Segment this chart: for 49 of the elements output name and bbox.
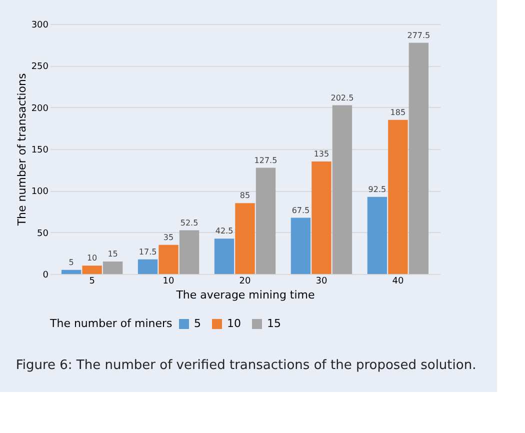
data-label: 185	[390, 108, 406, 117]
x-tick-label: 10	[162, 276, 175, 286]
x-tick-label: 20	[239, 276, 251, 286]
data-label: 135	[314, 150, 330, 158]
legend-label: 5	[194, 317, 201, 330]
data-label: 52.5	[180, 218, 198, 228]
data-label: 85	[240, 191, 250, 200]
y-tick-label: 100	[31, 187, 49, 198]
bar	[214, 238, 234, 274]
bar	[138, 259, 158, 274]
bar	[408, 42, 429, 274]
data-label: 67.5	[292, 206, 310, 215]
y-tick-label: 200	[31, 104, 49, 114]
bar	[179, 230, 200, 274]
legend-title: The number of miners	[49, 317, 173, 330]
x-tick-label: 30	[316, 276, 328, 286]
data-label: 15	[108, 250, 118, 258]
data-label: 17.5	[138, 247, 157, 256]
bar	[332, 105, 352, 274]
y-tick-label: 50	[37, 228, 49, 239]
data-label: 42.5	[215, 226, 234, 236]
legend-label: 10	[227, 317, 241, 330]
x-axis-title: The average mining time	[175, 288, 316, 302]
data-label: 10	[86, 254, 98, 263]
x-tick-label: 5	[89, 276, 95, 286]
bar	[367, 196, 388, 274]
bar	[388, 120, 408, 274]
bar	[312, 162, 332, 274]
bar	[256, 168, 276, 274]
y-tick-label: 150	[31, 146, 49, 156]
bar	[290, 218, 311, 274]
bar	[82, 266, 102, 274]
data-label: 202.5	[330, 93, 354, 102]
y-tick-label: 0	[42, 270, 49, 280]
bar	[102, 262, 123, 274]
data-label: 277.5	[407, 30, 430, 40]
data-label: 127.5	[254, 156, 278, 165]
x-tick-label: 40	[392, 276, 404, 286]
legend-label: 15	[267, 317, 281, 330]
data-label: 35	[163, 232, 174, 242]
data-label: 92.5	[368, 184, 386, 194]
y-axis-title: The number of transactions	[15, 73, 28, 227]
bar	[61, 270, 82, 274]
y-tick-label: 300	[31, 20, 49, 30]
bar	[158, 244, 178, 274]
y-tick-label: 250	[31, 62, 49, 72]
data-label: 5	[68, 258, 74, 267]
caption: Figure 6: The number of verified transactions of the proposed solution.	[16, 358, 476, 373]
bar	[235, 203, 255, 274]
